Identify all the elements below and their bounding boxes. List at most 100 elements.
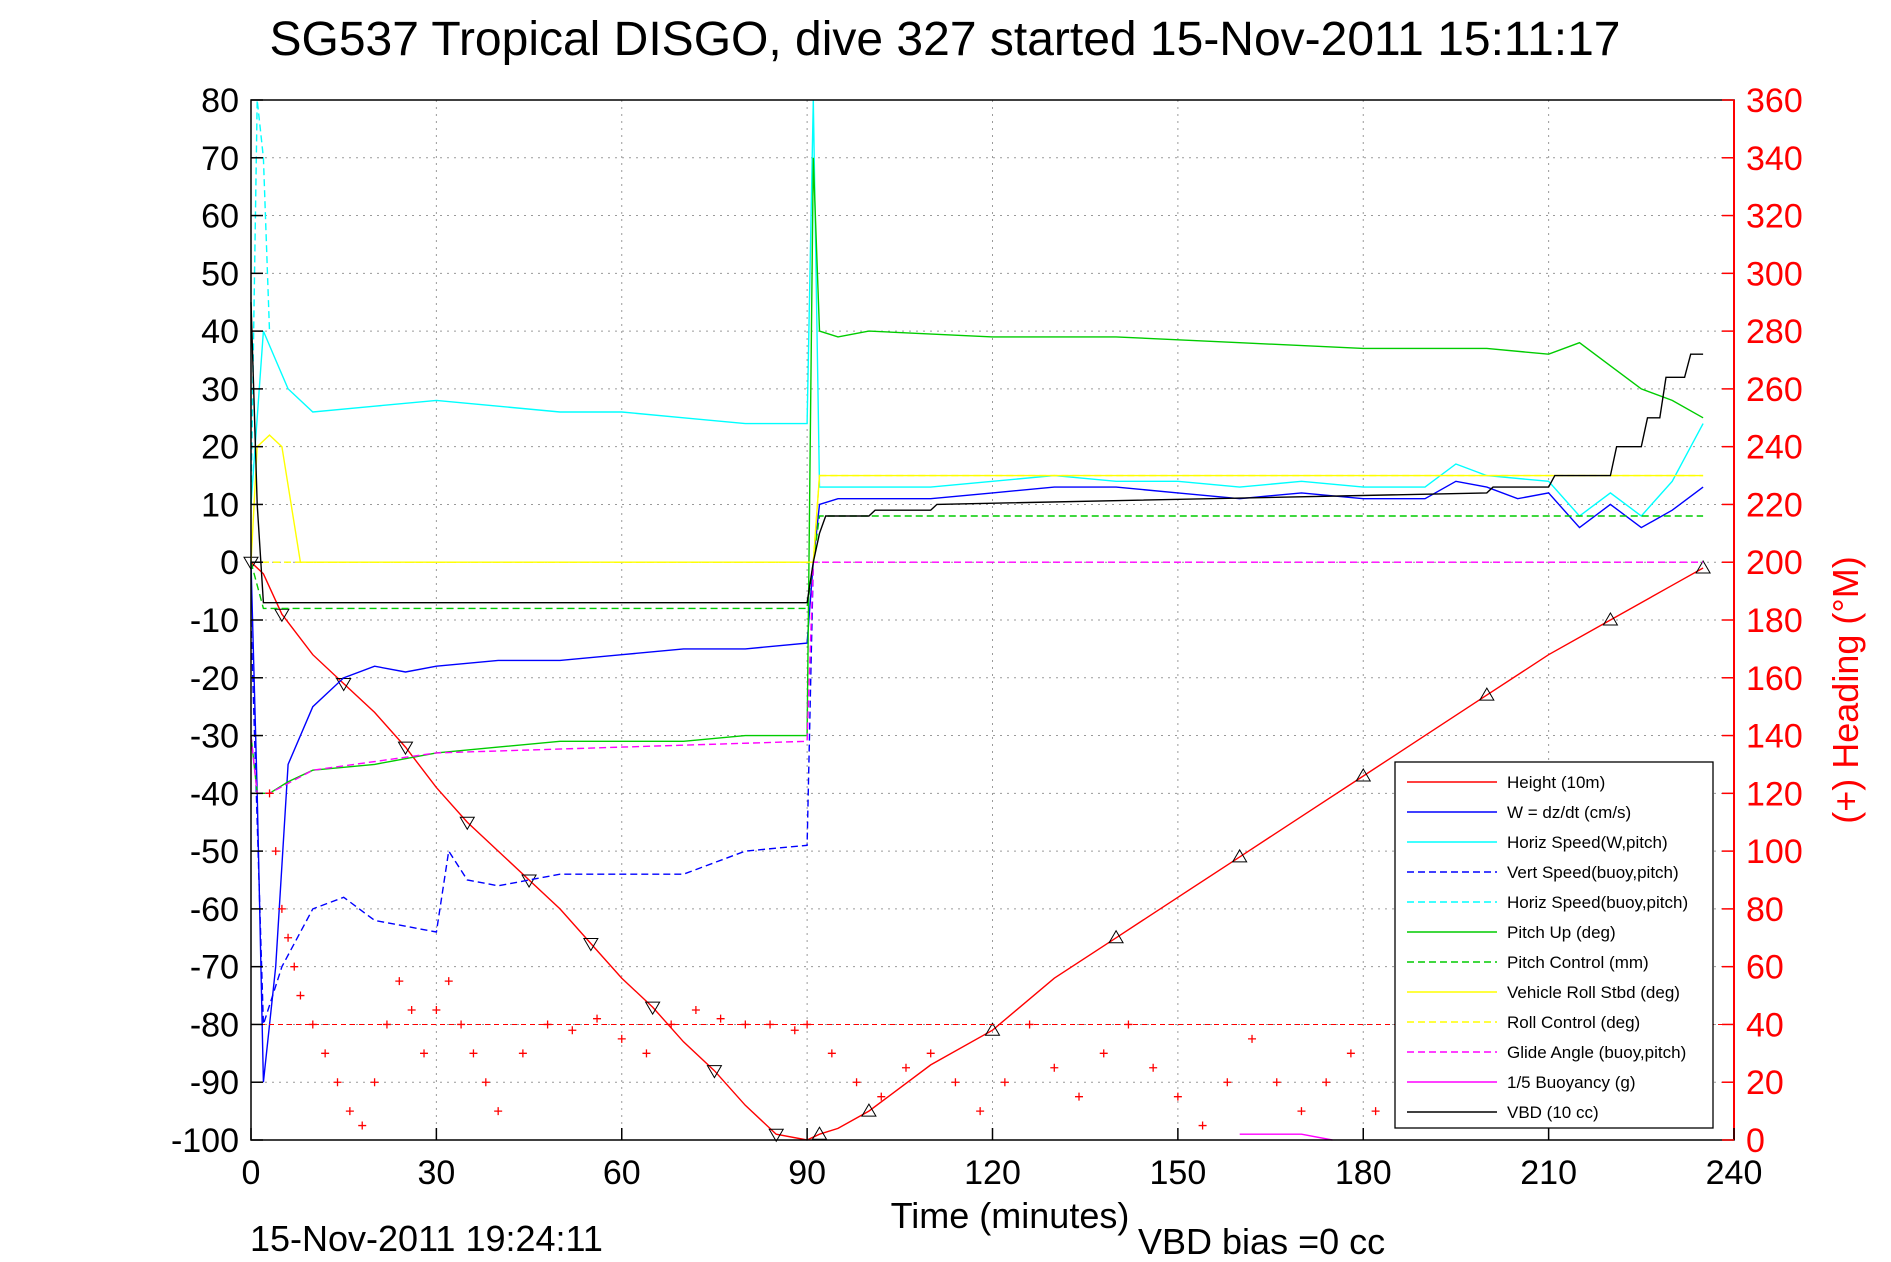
x-tick-label: 120 <box>964 1154 1021 1192</box>
height-marker <box>861 1103 877 1117</box>
right-tick-label: 100 <box>1746 833 1803 871</box>
heading-point <box>593 1014 602 1023</box>
height-marker <box>582 938 599 952</box>
right-tick-label: 320 <box>1746 198 1803 236</box>
right-tick-label: 260 <box>1746 371 1803 409</box>
heading-point <box>1050 1063 1059 1072</box>
heading-point <box>642 1049 651 1058</box>
heading-point <box>469 1049 478 1058</box>
y-tick-label: -70 <box>190 949 239 987</box>
heading-point <box>333 1078 342 1087</box>
y-tick-label: -20 <box>190 660 239 698</box>
heading-point <box>1322 1078 1331 1087</box>
legend: Height (10m) W = dz/dt (cm/s) Horiz Speed(… <box>1394 761 1714 1129</box>
heading-point <box>1099 1049 1108 1058</box>
tick-labels: 0 30 60 90 120 150 180 210 24080706050403020100-… <box>171 82 1803 1192</box>
x-tick-label: 180 <box>1335 1154 1392 1192</box>
heading-point <box>277 904 286 913</box>
legend-label: W = dz/dt (cm/s) <box>1507 803 1631 822</box>
right-tick-label: 340 <box>1746 140 1803 178</box>
series-line <box>250 562 814 1025</box>
right-tick-label: 0 <box>1746 1122 1765 1160</box>
heading-point <box>951 1078 960 1087</box>
heading-point <box>481 1078 490 1087</box>
legend-label: Vert Speed(buoy,pitch) <box>1507 863 1679 882</box>
heading-point <box>321 1049 330 1058</box>
series-line <box>251 474 1704 563</box>
heading-point <box>494 1107 503 1116</box>
heading-point <box>290 962 299 971</box>
heading-point <box>420 1049 429 1058</box>
right-tick-label: 280 <box>1746 313 1803 351</box>
legend-label: Height (10m) <box>1507 773 1605 792</box>
right-tick-label: 80 <box>1746 891 1784 929</box>
right-tick-label: 60 <box>1746 949 1784 987</box>
x-axis-label: Time (minutes) <box>891 1195 1130 1236</box>
right-axis-label: (+) Heading (°M) <box>1825 556 1866 823</box>
height-marker <box>1695 560 1711 574</box>
y-tick-label: 80 <box>201 82 239 120</box>
heading-point <box>444 977 453 986</box>
heading-point <box>1198 1121 1207 1130</box>
y-tick-label: -90 <box>190 1064 239 1102</box>
series-line <box>250 99 1704 517</box>
x-tick-label: 90 <box>788 1154 826 1192</box>
heading-point <box>1223 1078 1232 1087</box>
legend-label: Pitch Up (deg) <box>1507 923 1616 942</box>
y-tick-label: 0 <box>220 544 239 582</box>
heading-point <box>284 933 293 942</box>
heading-point <box>1149 1063 1158 1072</box>
heading-point <box>617 1034 626 1043</box>
heading-point <box>271 847 280 856</box>
y-tick-label: 60 <box>201 198 239 236</box>
axes <box>250 99 1735 1141</box>
heading-point <box>432 1006 441 1014</box>
series-line <box>250 99 271 505</box>
series-line <box>1239 1133 1333 1141</box>
legend-label: Vehicle Roll Stbd (deg) <box>1507 983 1680 1002</box>
height-marker <box>1478 687 1495 701</box>
right-tick-label: 360 <box>1746 82 1803 120</box>
series-line <box>250 302 1704 604</box>
legend-label: Glide Angle (buoy,pitch) <box>1507 1043 1686 1062</box>
x-tick-label: 0 <box>242 1154 261 1192</box>
y-tick-label: 50 <box>201 255 239 293</box>
x-tick-label: 60 <box>603 1154 641 1192</box>
heading-point <box>358 1121 367 1130</box>
y-tick-label: 20 <box>201 429 239 467</box>
series-line <box>250 515 1704 610</box>
chart-title: SG537 Tropical DISGO, dive 327 started 1… <box>270 13 1621 66</box>
height-marker <box>984 1022 1001 1036</box>
heading-point <box>901 1063 910 1072</box>
y-tick-label: -30 <box>190 718 239 756</box>
x-tick-label: 210 <box>1520 1154 1577 1192</box>
right-tick-label: 240 <box>1746 429 1803 467</box>
heading-point <box>877 1092 886 1101</box>
legend-label: Roll Control (deg) <box>1507 1013 1640 1032</box>
series-line <box>250 561 1704 794</box>
height-marker <box>706 1065 723 1079</box>
footer-vbd-bias: VBD bias =0 cc <box>1138 1221 1385 1262</box>
right-tick-label: 220 <box>1746 486 1803 524</box>
heading-point <box>1272 1078 1281 1087</box>
legend-label: Horiz Speed(buoy,pitch) <box>1507 893 1688 912</box>
footer-timestamp: 15-Nov-2011 19:24:11 <box>250 1218 603 1259</box>
y-tick-label: -10 <box>190 602 239 640</box>
right-tick-label: 300 <box>1746 255 1803 293</box>
heading-point <box>395 977 404 986</box>
height-marker <box>1355 768 1372 782</box>
height-marker <box>1602 612 1619 626</box>
heading-point <box>1000 1078 1009 1087</box>
right-tick-label: 120 <box>1746 775 1803 813</box>
heading-point <box>265 789 274 798</box>
heading-point <box>691 1006 700 1014</box>
right-tick-label: 180 <box>1746 602 1803 640</box>
y-tick-label: 70 <box>201 140 239 178</box>
right-tick-label: 160 <box>1746 660 1803 698</box>
legend-label: VBD (10 cc) <box>1507 1103 1599 1122</box>
series-line <box>250 157 1704 794</box>
heading-point <box>1248 1034 1257 1043</box>
x-tick-label: 150 <box>1150 1154 1207 1192</box>
heading-point <box>370 1078 379 1087</box>
